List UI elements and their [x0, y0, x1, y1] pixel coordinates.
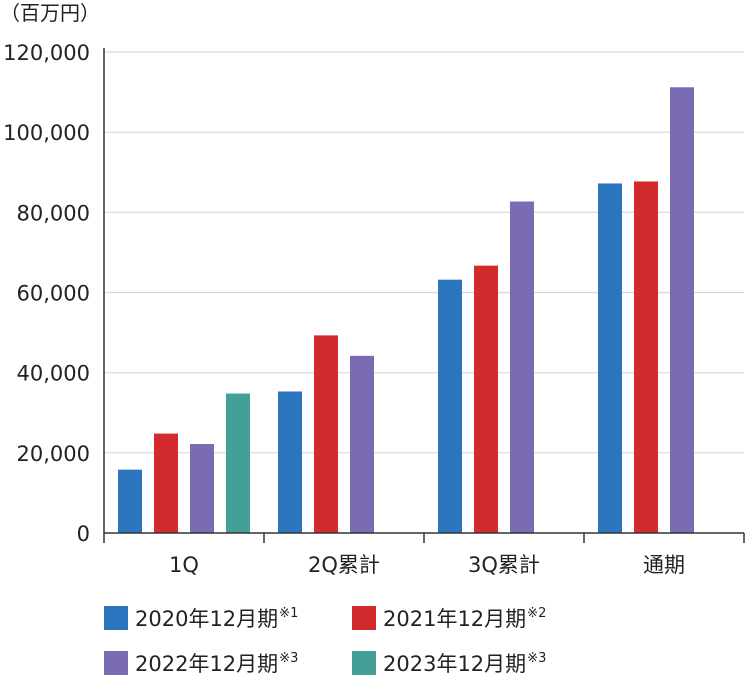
bar	[314, 335, 338, 533]
axes: （百万円）	[0, 1, 745, 543]
legend-label: 2022年12月期	[135, 652, 278, 676]
x-tick-label: 3Q累計	[468, 553, 540, 577]
bars	[118, 87, 694, 534]
legend-swatch	[352, 651, 376, 675]
legend-item: 2021年12月期 ※2	[352, 606, 546, 631]
bar	[226, 393, 250, 533]
bar	[670, 87, 694, 534]
legend-footnote: ※2	[527, 606, 546, 621]
legend-item: 2020年12月期 ※1	[104, 606, 298, 631]
bar	[474, 265, 498, 533]
x-tick-label: 2Q累計	[308, 553, 380, 577]
bar	[154, 433, 178, 533]
bar	[598, 183, 622, 533]
y-tick-label: 60,000	[17, 282, 90, 306]
x-tick-label: 1Q	[169, 553, 199, 577]
y-tick-label: 80,000	[17, 201, 90, 225]
y-tick-label: 0	[77, 522, 90, 546]
bar	[118, 469, 142, 533]
tick-labels: 0 20,000 40,000 60,000 80,000 100,000 120,000 1…	[3, 41, 685, 577]
bar	[438, 279, 462, 533]
legend-item: 2023年12月期 ※3	[352, 651, 546, 676]
y-tick-label: 100,000	[3, 121, 90, 145]
y-tick-label: 40,000	[17, 362, 90, 386]
legend-swatch	[104, 651, 128, 675]
unit-label: （百万円）	[0, 1, 100, 25]
x-tick-label: 通期	[643, 553, 685, 577]
bar	[190, 444, 214, 533]
bar	[278, 391, 302, 533]
legend-label: 2020年12月期	[135, 607, 278, 631]
y-tick-label: 120,000	[3, 41, 90, 65]
bar	[350, 355, 374, 533]
legend-footnote: ※3	[527, 651, 546, 666]
legend-label: 2021年12月期	[383, 607, 526, 631]
legend-swatch	[352, 606, 376, 630]
legend-item: 2022年12月期 ※3	[104, 651, 298, 676]
bar	[634, 181, 658, 533]
legend-swatch	[104, 606, 128, 630]
y-tick-label: 20,000	[17, 442, 90, 466]
legend-label: 2023年12月期	[383, 652, 526, 676]
legend-footnote: ※1	[279, 606, 298, 621]
legend-footnote: ※3	[279, 651, 298, 666]
bar	[510, 201, 534, 533]
